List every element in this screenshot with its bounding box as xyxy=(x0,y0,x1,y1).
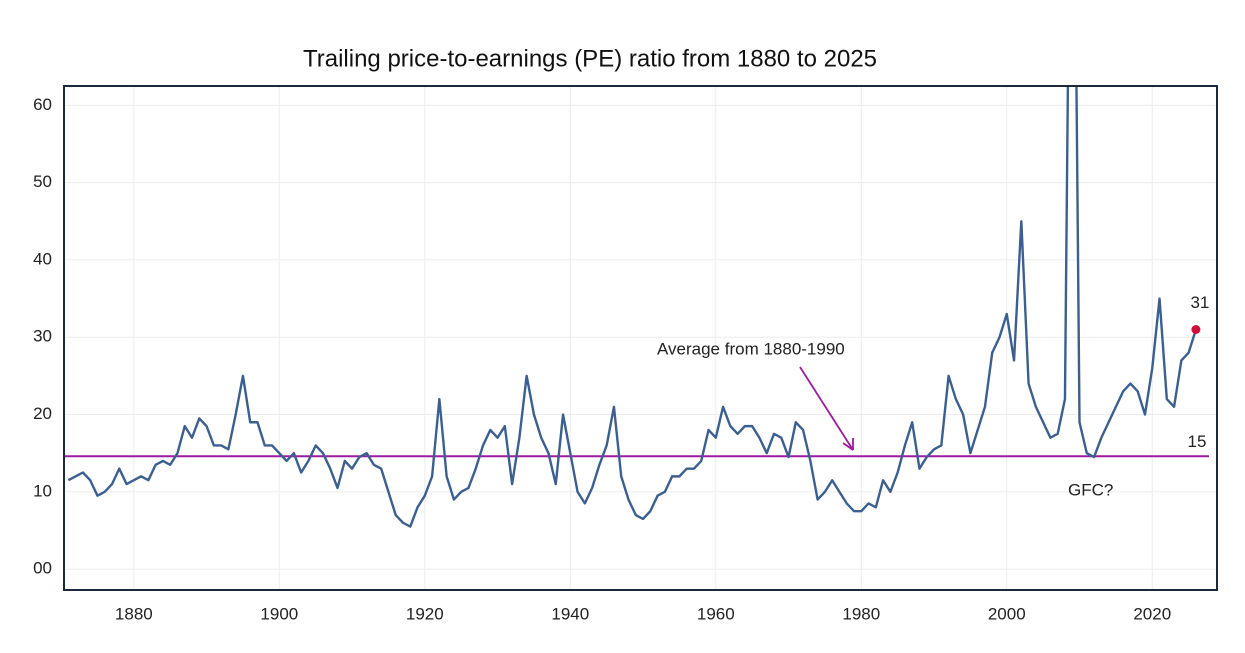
gfc-annotation: GFC? xyxy=(1068,480,1113,499)
current-point xyxy=(1191,324,1201,334)
arrow-head xyxy=(842,438,854,451)
current-label: 31 xyxy=(1190,293,1209,312)
plot-frame xyxy=(63,85,1218,591)
marks xyxy=(64,86,1209,528)
average-annotation: Average from 1880-1990 xyxy=(657,339,845,358)
x-tick-label: 1980 xyxy=(842,604,880,623)
x-tick-label: 1940 xyxy=(551,604,589,623)
y-tick-label: 60 xyxy=(33,95,52,114)
y-tick-label: 20 xyxy=(33,404,52,423)
x-tick-label: 1880 xyxy=(115,604,153,623)
y-tick-label: 50 xyxy=(33,172,52,191)
x-tick-label: 1900 xyxy=(260,604,298,623)
x-tick-label: 2020 xyxy=(1133,604,1171,623)
arrow xyxy=(799,366,854,451)
pe-line xyxy=(67,86,1198,528)
x-tick-label: 1920 xyxy=(406,604,444,623)
y-tick-label: 00 xyxy=(33,559,52,578)
x-tick-label: 2000 xyxy=(988,604,1026,623)
x-tick-label: 1960 xyxy=(697,604,735,623)
y-tick-label: 40 xyxy=(33,249,52,268)
grid xyxy=(64,86,1217,590)
average-label: 15 xyxy=(1188,432,1207,451)
y-tick-label: 10 xyxy=(33,481,52,500)
chart-title: Trailing price-to-earnings (PE) ratio fr… xyxy=(303,45,877,72)
y-tick-label: 30 xyxy=(33,327,52,346)
